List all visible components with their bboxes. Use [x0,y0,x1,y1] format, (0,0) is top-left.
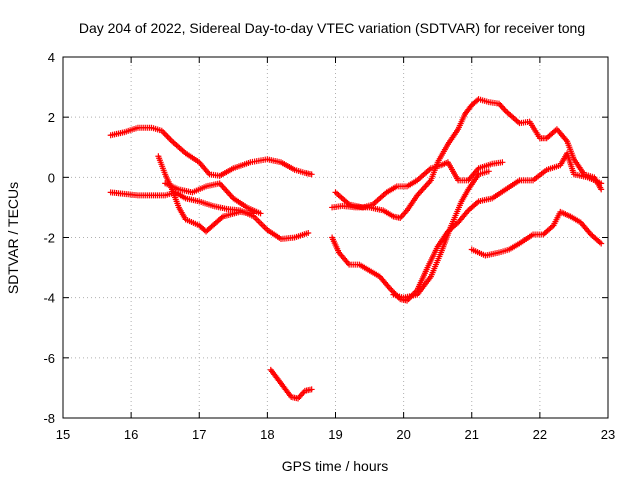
x-tick-label: 15 [56,427,70,442]
x-tick-label: 16 [124,427,138,442]
axis-ticks: 15 16 17 18 19 20 21 22 23 -8 -6 -4 -2 0 2 4 [43,50,615,442]
x-tick-label: 17 [192,427,206,442]
data-point [305,229,312,236]
y-tick-label: -4 [43,291,55,306]
y-tick-label: 0 [48,170,55,185]
y-tick-label: 4 [48,50,55,65]
chart-title: Day 204 of 2022, Sidereal Day-to-day VTE… [79,20,585,36]
plot-frame [62,56,609,419]
data-point [308,171,315,178]
x-tick-label: 22 [533,427,547,442]
y-axis-label: SDTVAR / TECUs [5,182,21,294]
x-tick-label: 18 [260,427,274,442]
data-point [485,168,492,175]
y-tick-label: -8 [43,411,55,426]
data-point [499,159,506,166]
x-tick-label: 19 [328,427,342,442]
data-points [107,96,605,402]
data-point [308,386,315,393]
data-point [257,210,264,217]
y-tick-label: 2 [48,110,55,125]
data-point [598,240,605,247]
data-point [598,186,605,193]
x-axis-label: GPS time / hours [282,458,389,474]
data-point [598,180,605,187]
data-point [474,97,481,104]
x-tick-label: 23 [601,427,615,442]
x-tick-label: 21 [465,427,479,442]
y-tick-label: -2 [43,231,55,246]
x-tick-label: 20 [396,427,410,442]
y-tick-label: -6 [43,351,55,366]
grid [63,57,608,418]
